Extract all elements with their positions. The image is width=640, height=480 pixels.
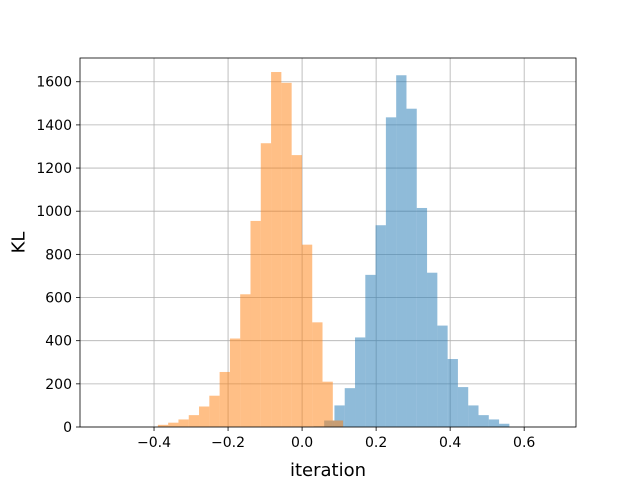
histogram-bar (499, 423, 510, 427)
x-axis-title: iteration (290, 460, 366, 480)
histogram-bar (250, 220, 261, 427)
histogram-bar (301, 244, 313, 427)
histogram-bar (396, 75, 407, 428)
histogram-bar (406, 108, 417, 428)
x-tick-label: 0.6 (513, 435, 535, 451)
histogram-bar (427, 272, 438, 427)
histogram-bar (188, 415, 200, 427)
histogram-bar (219, 371, 230, 427)
histogram-bar (260, 143, 272, 427)
histogram-bar (468, 405, 479, 427)
histogram-bar (385, 117, 397, 427)
histogram-bar (291, 155, 302, 427)
histogram-bar (375, 225, 386, 427)
histogram-bar (332, 420, 344, 427)
x-tick-label: 0.2 (365, 435, 387, 451)
histogram-bars (157, 72, 510, 428)
histogram-bar (334, 405, 345, 427)
x-tick-label: −0.2 (211, 435, 245, 451)
x-tick-label: −0.4 (137, 435, 171, 451)
y-tick-label: 0 (63, 420, 72, 436)
y-axis-title: KL (8, 232, 29, 254)
histogram-bar (447, 359, 458, 427)
x-tick-label: 0.0 (291, 435, 313, 451)
histogram-bar (322, 381, 333, 427)
y-tick-label: 800 (45, 247, 72, 263)
x-axis-ticks: −0.4 −0.2 0.0 0.2 0.4 0.6 (137, 427, 535, 451)
y-axis-ticks: 0 200 400 600 800 1000 1200 1400 1600 (36, 75, 80, 436)
y-tick-label: 600 (45, 291, 72, 307)
y-tick-label: 1400 (36, 118, 72, 134)
histogram-bar (478, 415, 489, 427)
histogram-bar (168, 422, 179, 427)
histogram-bar (229, 338, 241, 427)
histogram-bar (344, 388, 356, 427)
histogram-bar (365, 274, 376, 427)
histogram-bar (271, 72, 282, 428)
histogram-bar (488, 419, 500, 427)
histogram-bar (157, 424, 169, 427)
histogram-bar (312, 322, 323, 427)
plot-frame (79, 57, 577, 428)
y-tick-label: 400 (45, 334, 72, 350)
histogram-series-1 (313, 75, 510, 428)
histogram-series-2 (157, 72, 344, 428)
x-tick-label: 0.4 (439, 435, 461, 451)
histogram-bar (457, 387, 469, 427)
histogram-bar (178, 419, 189, 427)
histogram-bar (199, 406, 210, 427)
histogram-bar (209, 395, 220, 427)
gridlines (80, 58, 576, 428)
y-tick-label: 1200 (36, 161, 72, 177)
histogram-bar (355, 337, 366, 427)
y-tick-label: 200 (45, 377, 72, 393)
histogram-bar (281, 82, 292, 427)
histogram-bar (240, 294, 251, 427)
histogram-bar (437, 325, 448, 427)
histogram-bar (416, 207, 428, 427)
y-tick-label: 1600 (36, 75, 72, 91)
y-tick-label: 1000 (36, 204, 72, 220)
